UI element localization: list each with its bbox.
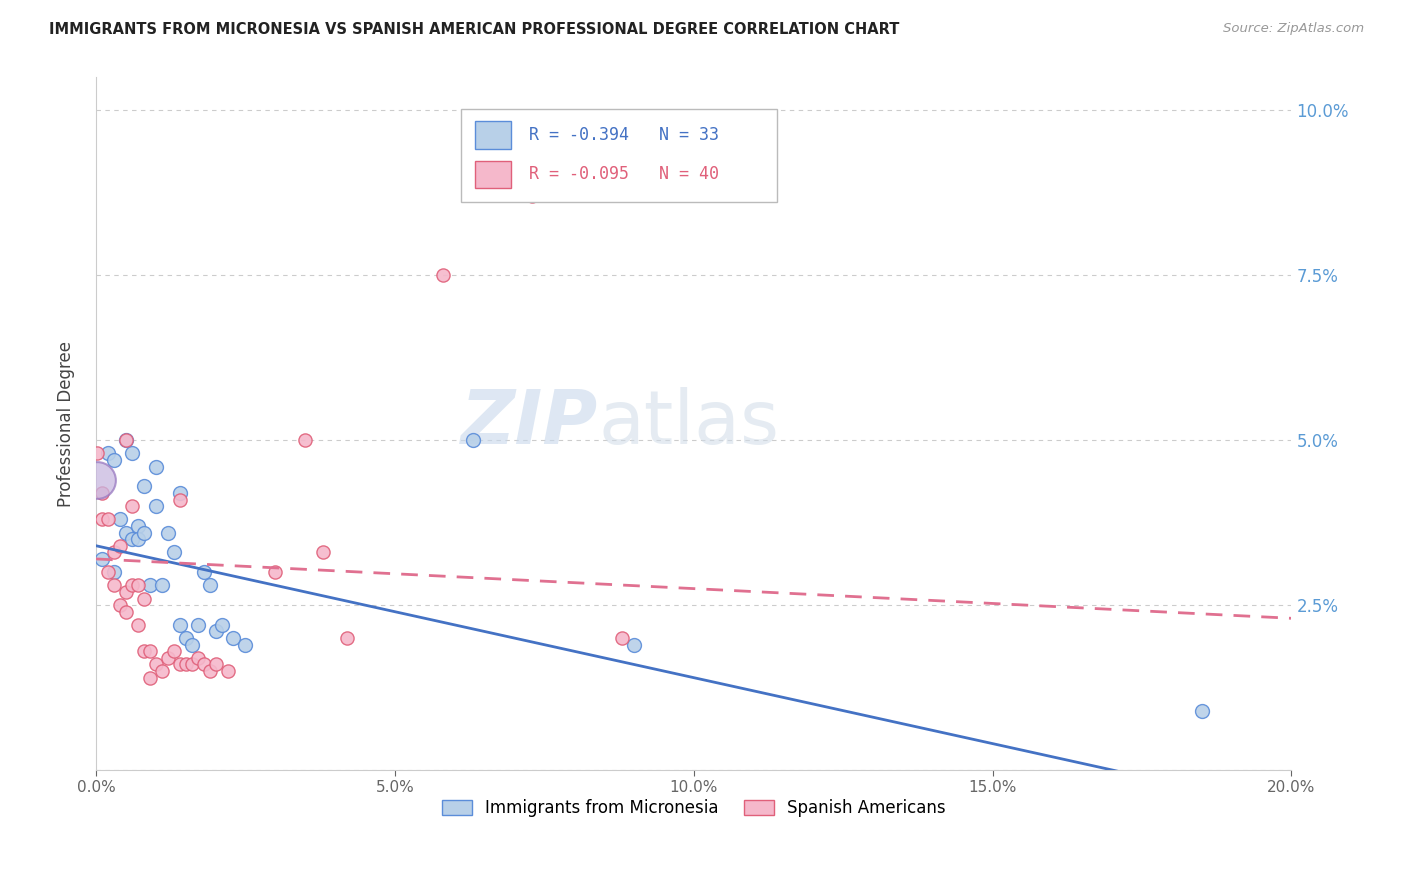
Point: [145, 459, 167, 474]
Point: [121, 499, 143, 513]
Point: [145, 499, 167, 513]
Point: [156, 525, 179, 540]
Point: [217, 664, 239, 678]
Point: [222, 631, 245, 645]
Point: [163, 644, 186, 658]
Point: [115, 434, 138, 448]
Point: [132, 479, 155, 493]
Point: [163, 545, 186, 559]
Point: [127, 618, 149, 632]
Point: [610, 631, 633, 645]
Point: [108, 598, 131, 612]
Point: [180, 638, 202, 652]
Legend: Immigrants from Micronesia, Spanish Americans: Immigrants from Micronesia, Spanish Amer…: [436, 793, 952, 824]
Point: [127, 519, 149, 533]
Point: [169, 486, 191, 500]
Point: [461, 434, 484, 448]
FancyBboxPatch shape: [461, 109, 778, 202]
Point: [97, 512, 120, 526]
Point: [522, 189, 544, 203]
Point: [193, 565, 215, 579]
Point: [103, 545, 125, 559]
Point: [312, 545, 335, 559]
Point: [115, 585, 138, 599]
Point: [121, 446, 143, 460]
Point: [91, 486, 114, 500]
Point: [169, 492, 191, 507]
Point: [336, 631, 359, 645]
Point: [145, 657, 167, 672]
Point: [1191, 704, 1213, 718]
Point: [235, 638, 257, 652]
Point: [103, 565, 125, 579]
Text: ZIP: ZIP: [461, 387, 598, 460]
Point: [204, 657, 226, 672]
Point: [132, 525, 155, 540]
Point: [127, 532, 149, 546]
Point: [97, 565, 120, 579]
Point: [139, 671, 162, 685]
Text: IMMIGRANTS FROM MICRONESIA VS SPANISH AMERICAN PROFESSIONAL DEGREE CORRELATION C: IMMIGRANTS FROM MICRONESIA VS SPANISH AM…: [49, 22, 900, 37]
FancyBboxPatch shape: [475, 121, 510, 149]
Point: [198, 664, 221, 678]
Point: [193, 657, 215, 672]
Point: [156, 651, 179, 665]
Point: [115, 434, 138, 448]
Point: [91, 552, 114, 566]
Point: [264, 565, 287, 579]
Point: [121, 532, 143, 546]
FancyBboxPatch shape: [475, 161, 510, 188]
Point: [127, 578, 149, 592]
Point: [174, 631, 197, 645]
Point: [294, 434, 316, 448]
Point: [132, 644, 155, 658]
Point: [211, 618, 233, 632]
Point: [86, 446, 108, 460]
Point: [204, 624, 226, 639]
Point: [150, 664, 173, 678]
Point: [97, 446, 120, 460]
Point: [115, 605, 138, 619]
Point: [115, 525, 138, 540]
Point: [432, 268, 454, 283]
Point: [198, 578, 221, 592]
Text: atlas: atlas: [598, 387, 779, 460]
Point: [108, 512, 131, 526]
Point: [169, 618, 191, 632]
Point: [91, 512, 114, 526]
Point: [121, 578, 143, 592]
Point: [132, 591, 155, 606]
Point: [174, 657, 197, 672]
Point: [103, 453, 125, 467]
Point: [150, 578, 173, 592]
Point: [103, 578, 125, 592]
Point: [169, 657, 191, 672]
Point: [187, 618, 209, 632]
Point: [139, 578, 162, 592]
Text: Source: ZipAtlas.com: Source: ZipAtlas.com: [1223, 22, 1364, 36]
Point: [86, 473, 108, 487]
Text: R = -0.095   N = 40: R = -0.095 N = 40: [529, 165, 718, 184]
Point: [623, 638, 645, 652]
Point: [180, 657, 202, 672]
Text: R = -0.394   N = 33: R = -0.394 N = 33: [529, 126, 718, 144]
Point: [108, 539, 131, 553]
Point: [187, 651, 209, 665]
Point: [139, 644, 162, 658]
Y-axis label: Professional Degree: Professional Degree: [58, 341, 75, 507]
